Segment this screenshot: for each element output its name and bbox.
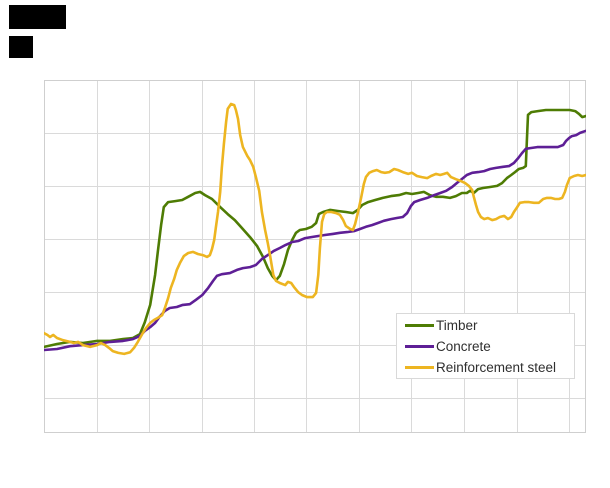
legend-item-steel: Reinforcement steel: [397, 357, 574, 378]
series-line-reinforcement-steel: [44, 102, 586, 356]
logo-block-small: [9, 36, 33, 58]
legend-item-timber: Timber: [397, 315, 574, 336]
gridlines: [44, 80, 586, 433]
legend-item-concrete: Concrete: [397, 336, 574, 357]
legend-label-concrete: Concrete: [436, 339, 491, 354]
reinforcement-steel-line-swatch: [405, 366, 434, 369]
legend-label-timber: Timber: [436, 318, 478, 333]
plot-frame: [44, 80, 586, 433]
series-line-timber: [44, 108, 586, 349]
legend-label-steel: Reinforcement steel: [436, 360, 557, 375]
timber-line-swatch: [405, 324, 434, 327]
line-chart: [44, 80, 586, 433]
plot-area: [44, 80, 586, 433]
chart-legend: Timber Concrete Reinforcement steel: [396, 313, 575, 379]
concrete-line-swatch: [405, 345, 434, 348]
logo-block-large: [9, 5, 66, 29]
series-line-concrete: [44, 129, 586, 352]
